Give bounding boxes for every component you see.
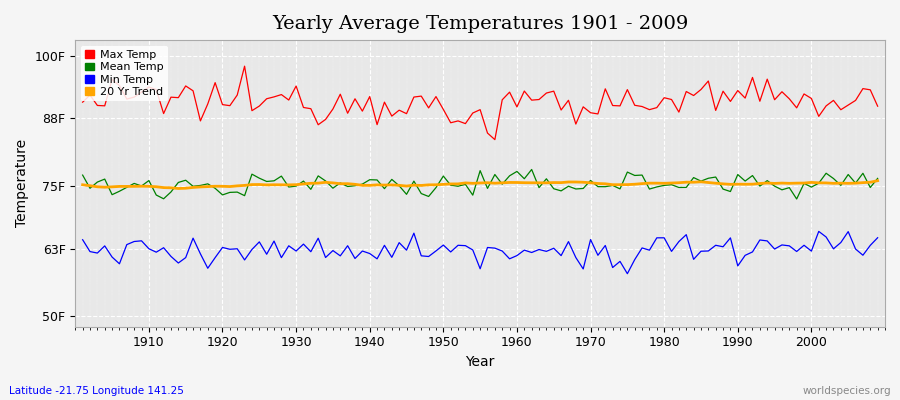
Text: worldspecies.org: worldspecies.org	[803, 386, 891, 396]
Y-axis label: Temperature: Temperature	[15, 139, 29, 228]
X-axis label: Year: Year	[465, 355, 495, 369]
Legend: Max Temp, Mean Temp, Min Temp, 20 Yr Trend: Max Temp, Mean Temp, Min Temp, 20 Yr Tre…	[81, 46, 167, 101]
Text: Latitude -21.75 Longitude 141.25: Latitude -21.75 Longitude 141.25	[9, 386, 184, 396]
Title: Yearly Average Temperatures 1901 - 2009: Yearly Average Temperatures 1901 - 2009	[272, 15, 688, 33]
